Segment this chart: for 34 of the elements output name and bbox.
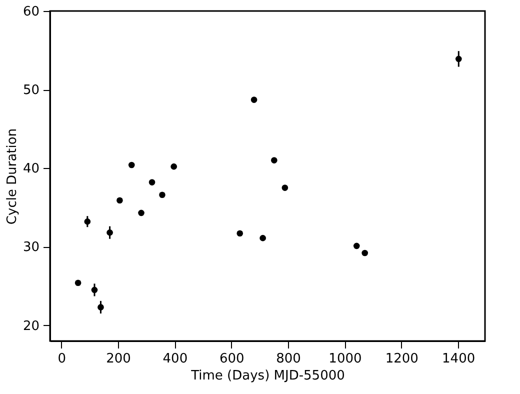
- point: [116, 197, 123, 204]
- y-tick-label: 20: [22, 318, 40, 334]
- point: [362, 250, 368, 256]
- y-tick-label: 40: [22, 162, 40, 177]
- x-axis-title: Time (Days) MJD-55000: [190, 368, 345, 384]
- point: [159, 192, 166, 198]
- point: [148, 179, 156, 186]
- point: [128, 162, 135, 168]
- y-tick-label: 50: [22, 83, 40, 98]
- point: [170, 163, 177, 170]
- point: [138, 210, 144, 216]
- point: [98, 304, 104, 310]
- x-tick-label: 400: [162, 352, 188, 366]
- y-axis-title: Cycle Duration: [4, 128, 20, 225]
- x-tick-label: 200: [106, 352, 131, 366]
- point: [271, 157, 278, 164]
- point: [260, 234, 266, 242]
- x-tick-label: 600: [219, 352, 244, 366]
- x-tick-label: 1000: [328, 352, 362, 366]
- point: [106, 229, 113, 236]
- point: [84, 218, 91, 225]
- point: [91, 286, 98, 294]
- y-tick-label: 30: [22, 240, 40, 256]
- x-tick-label: 800: [276, 352, 301, 366]
- point: [74, 280, 82, 286]
- x-tick-label: 1200: [385, 352, 418, 366]
- y-tick-label: 60: [22, 4, 40, 20]
- point: [236, 230, 244, 237]
- point: [353, 242, 360, 250]
- x-tick-label: 0: [58, 352, 66, 366]
- x-tick-label: 1400: [442, 352, 476, 366]
- point: [282, 184, 288, 191]
- point: [250, 96, 258, 103]
- point: [455, 56, 462, 62]
